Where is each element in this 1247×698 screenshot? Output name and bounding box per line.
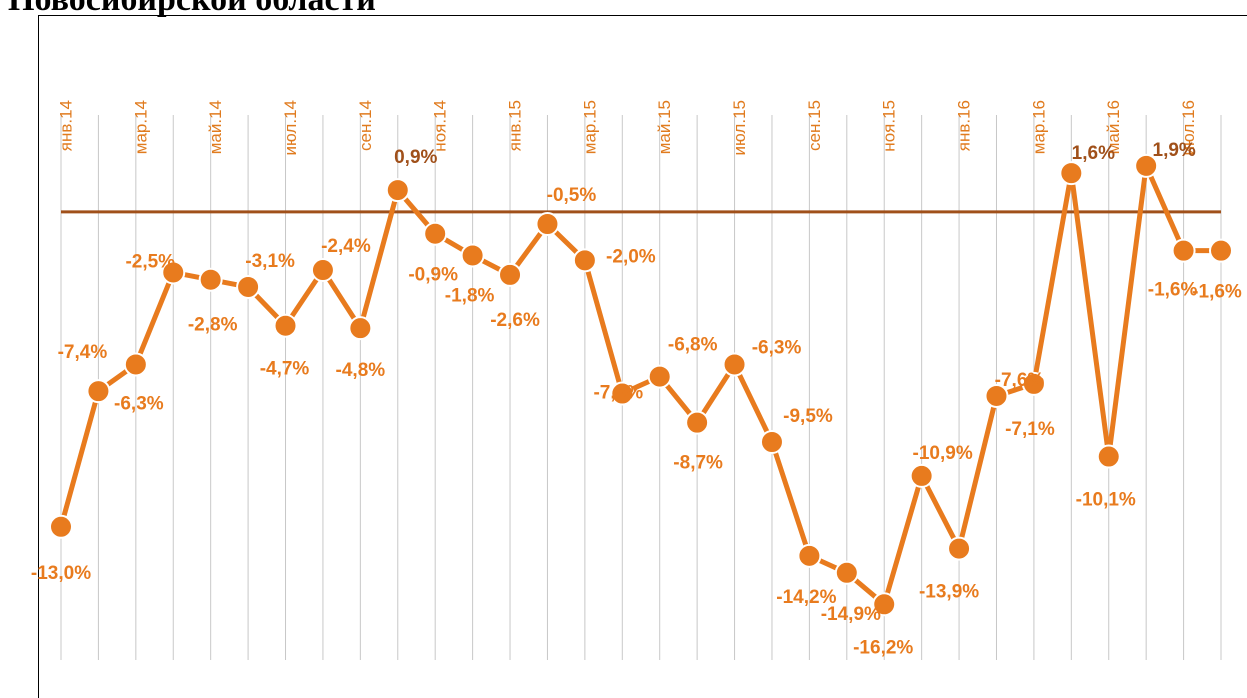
data-point bbox=[834, 560, 859, 585]
x-tick-label: мар.14 bbox=[131, 100, 150, 154]
x-tick-label: сен.14 bbox=[356, 100, 375, 151]
data-point bbox=[1096, 444, 1121, 469]
data-label: -6,3% bbox=[114, 394, 164, 415]
data-label: -4,7% bbox=[260, 359, 310, 380]
data-label: -2,5% bbox=[125, 251, 175, 272]
data-point bbox=[310, 258, 335, 283]
data-label: -0,9% bbox=[408, 265, 458, 286]
data-label: 1,9% bbox=[1153, 140, 1196, 161]
data-point bbox=[1171, 238, 1196, 263]
data-label: -7,6% bbox=[995, 370, 1045, 391]
data-point bbox=[685, 410, 710, 435]
data-point bbox=[273, 313, 298, 338]
data-point bbox=[572, 248, 597, 273]
data-point bbox=[198, 267, 223, 292]
data-point bbox=[236, 274, 261, 299]
x-tick-label: мар.15 bbox=[580, 100, 599, 154]
data-label: -2,0% bbox=[606, 246, 656, 267]
data-label: -7,4% bbox=[58, 342, 108, 363]
data-point bbox=[1134, 153, 1159, 178]
data-label: -3,1% bbox=[245, 251, 295, 272]
data-label: 1,6% bbox=[1072, 143, 1115, 164]
data-point bbox=[947, 536, 972, 561]
x-tick-label: ноя.15 bbox=[880, 100, 899, 152]
data-point bbox=[1059, 161, 1084, 186]
data-label: -7,5% bbox=[593, 383, 643, 404]
data-label: -2,8% bbox=[188, 315, 238, 336]
data-point bbox=[49, 514, 73, 539]
data-point bbox=[535, 212, 560, 236]
data-label: 0,9% bbox=[394, 147, 437, 168]
data-point bbox=[385, 178, 410, 203]
x-tick-label: июл.16 bbox=[1179, 100, 1198, 155]
x-tick-label: май.16 bbox=[1104, 100, 1123, 154]
data-label: -16,2% bbox=[853, 637, 913, 658]
x-tick-label: янв.15 bbox=[506, 100, 525, 151]
data-point bbox=[1021, 371, 1046, 396]
chart-title: Новосибирской области bbox=[8, 0, 376, 18]
data-point bbox=[797, 543, 822, 568]
data-label: -13,0% bbox=[31, 563, 91, 584]
data-point bbox=[759, 430, 784, 454]
data-point bbox=[722, 352, 747, 377]
data-point bbox=[984, 383, 1009, 408]
x-tick-label: янв.14 bbox=[56, 100, 75, 151]
x-tick-label: ноя.14 bbox=[431, 100, 450, 152]
data-label: -1,6% bbox=[1192, 282, 1242, 303]
data-label: -14,9% bbox=[821, 604, 881, 625]
data-label: -6,8% bbox=[668, 335, 718, 356]
data-point bbox=[423, 221, 448, 246]
data-label: -8,7% bbox=[673, 453, 723, 474]
data-point bbox=[348, 316, 373, 341]
data-label: -10,1% bbox=[1076, 490, 1136, 511]
data-point bbox=[161, 260, 186, 285]
x-tick-label: май.14 bbox=[206, 100, 225, 154]
x-tick-label: июл.15 bbox=[730, 100, 749, 155]
data-label: -1,6% bbox=[1148, 280, 1198, 301]
data-label: -6,3% bbox=[752, 338, 802, 359]
data-point bbox=[872, 592, 897, 617]
chart-frame bbox=[38, 15, 1247, 698]
data-label: -4,8% bbox=[336, 360, 386, 381]
data-label: -13,9% bbox=[919, 582, 979, 603]
data-point bbox=[909, 463, 934, 488]
x-tick-label: июл.14 bbox=[281, 100, 300, 155]
x-tick-label: сен.15 bbox=[805, 100, 824, 151]
data-label: -9,5% bbox=[783, 406, 833, 427]
x-tick-label: мар.16 bbox=[1029, 100, 1048, 154]
data-label: -2,6% bbox=[490, 310, 540, 331]
data-label: -2,4% bbox=[321, 236, 371, 257]
data-point bbox=[1209, 238, 1233, 263]
data-label: -7,1% bbox=[1005, 419, 1055, 440]
data-label: -1,8% bbox=[445, 286, 495, 307]
data-point bbox=[498, 262, 523, 287]
x-tick-label: май.15 bbox=[655, 100, 674, 154]
data-label: -10,9% bbox=[913, 443, 973, 464]
data-point bbox=[647, 364, 672, 389]
data-point bbox=[123, 352, 148, 377]
x-tick-label: янв.16 bbox=[955, 100, 974, 151]
data-label: -0,5% bbox=[547, 185, 597, 206]
data-point bbox=[460, 243, 485, 268]
data-point bbox=[86, 379, 111, 404]
data-label: -14,2% bbox=[776, 587, 836, 608]
data-point bbox=[610, 381, 635, 406]
